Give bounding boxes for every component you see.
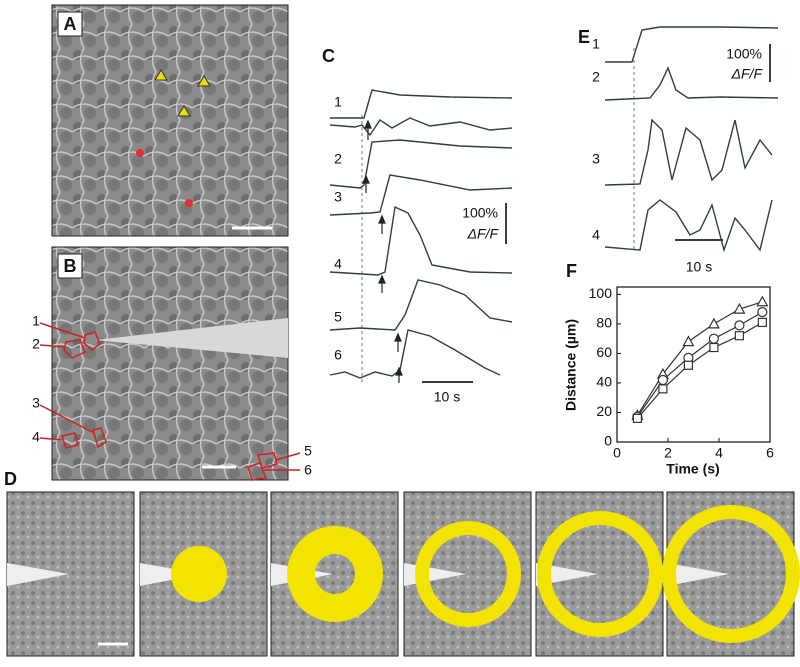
y-tick-label: 20 xyxy=(596,403,612,419)
y-tick-label: 40 xyxy=(596,374,612,390)
marker xyxy=(757,317,767,328)
marker xyxy=(632,413,643,423)
panel-f: F Time (s) Distance (µm) 0 20 40 60 80 100 0 2 4… xyxy=(563,261,774,477)
trace-label: 3 xyxy=(592,151,600,167)
pipette xyxy=(667,563,729,586)
trace-label: 1 xyxy=(334,94,342,110)
panel-d: D xyxy=(4,469,800,657)
trace-label: 2 xyxy=(334,151,342,167)
x-axis-label: Time (s) xyxy=(666,461,719,477)
x-tick-label: 2 xyxy=(664,445,672,461)
cell-label: 6 xyxy=(304,462,312,478)
time-scale: 10 s xyxy=(434,389,460,405)
wave xyxy=(662,505,800,643)
panel-label: B xyxy=(64,256,77,276)
marker xyxy=(708,333,720,344)
panel-b: B 1 2 3 4 5 6 xyxy=(32,246,312,481)
panel-label: A xyxy=(64,14,77,34)
trace-label: 5 xyxy=(334,309,342,325)
wave xyxy=(287,526,383,622)
marker xyxy=(707,317,720,329)
panel-label: D xyxy=(4,469,17,489)
scale-value: 100% xyxy=(726,46,762,62)
y-axis-label: Distance (µm) xyxy=(563,319,579,411)
marker xyxy=(682,335,695,347)
wave xyxy=(537,511,663,637)
cell-label: 2 xyxy=(32,336,40,352)
panel-label: F xyxy=(566,261,577,281)
y-tick-label: 0 xyxy=(604,433,612,449)
scale-value: 100% xyxy=(462,205,498,221)
y-tick-label: 100 xyxy=(589,285,613,301)
marker xyxy=(757,306,768,318)
x-tick-label: 6 xyxy=(766,445,774,461)
marker xyxy=(658,384,668,394)
trace-label: 4 xyxy=(334,256,342,272)
panel-c: C 1 2 3 4 5 6 100% ΔF/F 10 s xyxy=(322,46,513,405)
trace-label: 1 xyxy=(592,36,600,52)
cell-label: 3 xyxy=(32,395,40,411)
trace-label: 6 xyxy=(334,347,342,363)
wave xyxy=(171,546,227,602)
y-tick-label: 60 xyxy=(596,344,612,360)
pipette xyxy=(140,563,202,586)
panel-a: A xyxy=(51,4,289,237)
marker xyxy=(709,342,719,353)
cell-label: 4 xyxy=(32,429,40,445)
marker xyxy=(756,295,769,307)
cell-label: 5 xyxy=(304,443,312,459)
y-tick-label: 80 xyxy=(596,315,612,331)
time-scale: 10 s xyxy=(686,259,712,275)
panel-label: E xyxy=(578,27,590,47)
marker xyxy=(657,374,669,386)
x-tick-label: 4 xyxy=(715,445,723,461)
marker xyxy=(734,331,745,341)
marker xyxy=(734,320,745,331)
marker xyxy=(733,302,746,314)
panel-label: C xyxy=(322,46,335,66)
panel-e: E 1 2 3 4 100% ΔF/F 10 s xyxy=(578,26,779,275)
trace-label: 3 xyxy=(334,189,342,205)
scale-unit: ΔF/F xyxy=(731,66,764,82)
scale-unit: ΔF/F xyxy=(467,226,500,242)
x-tick-label: 0 xyxy=(613,445,621,461)
trace-label: 4 xyxy=(592,227,600,243)
pipette xyxy=(536,563,598,586)
cell-label: 1 xyxy=(32,313,40,329)
pipette xyxy=(7,563,69,586)
series-line xyxy=(636,301,763,416)
trace-label: 2 xyxy=(592,69,600,85)
marker xyxy=(683,360,694,370)
wave xyxy=(415,521,521,627)
